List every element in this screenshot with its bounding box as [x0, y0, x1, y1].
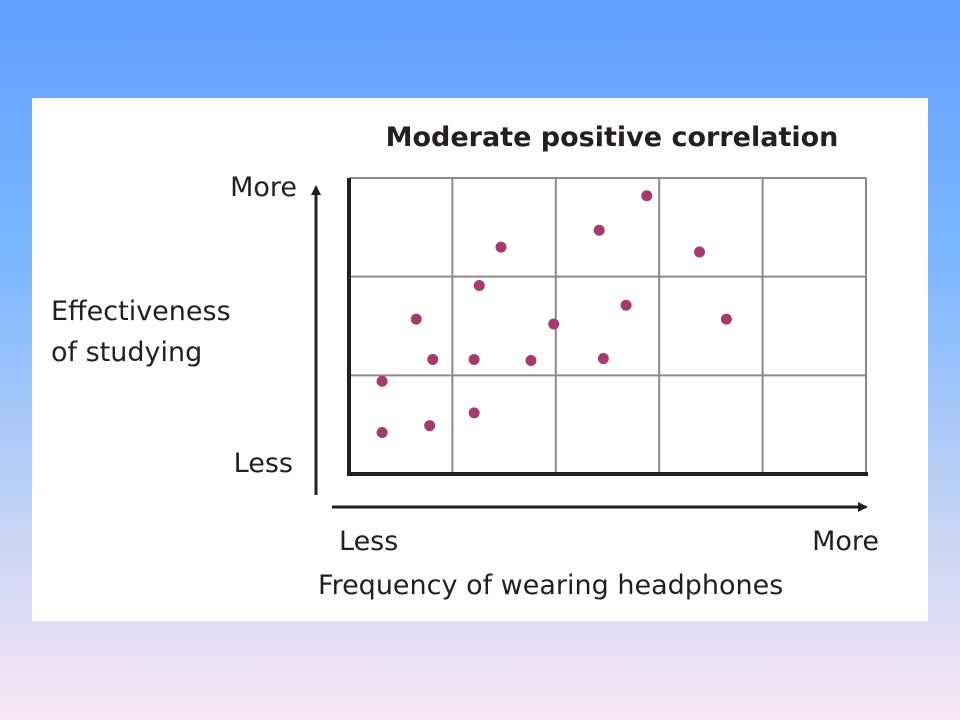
data-point	[468, 354, 480, 366]
chart-title: Moderate positive correlation	[386, 122, 839, 153]
data-point	[548, 318, 560, 330]
data-point	[410, 313, 422, 325]
data-point	[427, 354, 439, 366]
data-point	[424, 420, 436, 432]
data-point	[468, 407, 480, 419]
x-tick-low: Less	[339, 526, 398, 557]
x-axis-label: Frequency of wearing headphones	[318, 570, 783, 601]
x-tick-high: More	[812, 526, 879, 557]
y-axis-label-line-2: of studying	[51, 337, 202, 368]
data-point	[593, 224, 605, 236]
y-tick-high: More	[230, 172, 297, 203]
data-points	[376, 190, 732, 439]
data-point	[597, 353, 609, 365]
chart-panel	[32, 98, 928, 621]
data-point	[620, 299, 632, 311]
y-tick-low: Less	[234, 448, 293, 479]
data-point	[376, 375, 388, 387]
data-point	[641, 190, 653, 202]
data-point	[495, 241, 507, 253]
data-point	[720, 313, 732, 325]
data-point	[694, 246, 706, 258]
data-point	[525, 355, 537, 367]
data-point	[376, 427, 388, 439]
y-axis-label-line-1: Effectiveness	[51, 296, 231, 327]
data-point	[473, 280, 485, 292]
